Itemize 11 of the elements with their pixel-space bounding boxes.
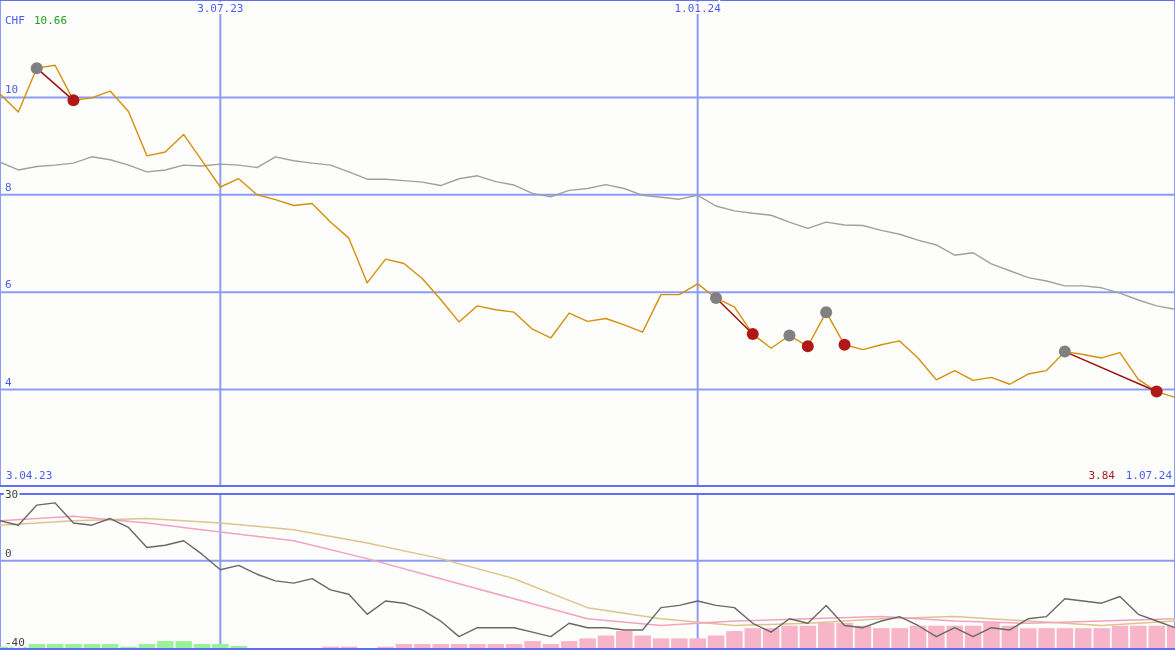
annotation: 3.84 xyxy=(1088,469,1115,482)
y-tick-label: 6 xyxy=(5,278,12,292)
annotation: 3.04.23 xyxy=(6,469,53,482)
y-tick-label: 0 xyxy=(5,546,12,560)
y-tick-label: 10 xyxy=(5,83,19,97)
annotation: 1.07.24 xyxy=(1125,469,1172,482)
annotation: 10.66 xyxy=(34,14,68,27)
y-tick-label: -40 xyxy=(5,636,25,649)
y-axis-title: CHF xyxy=(5,14,25,27)
y-tick-label: 4 xyxy=(5,375,12,389)
y-tick-label: 8 xyxy=(5,180,12,194)
